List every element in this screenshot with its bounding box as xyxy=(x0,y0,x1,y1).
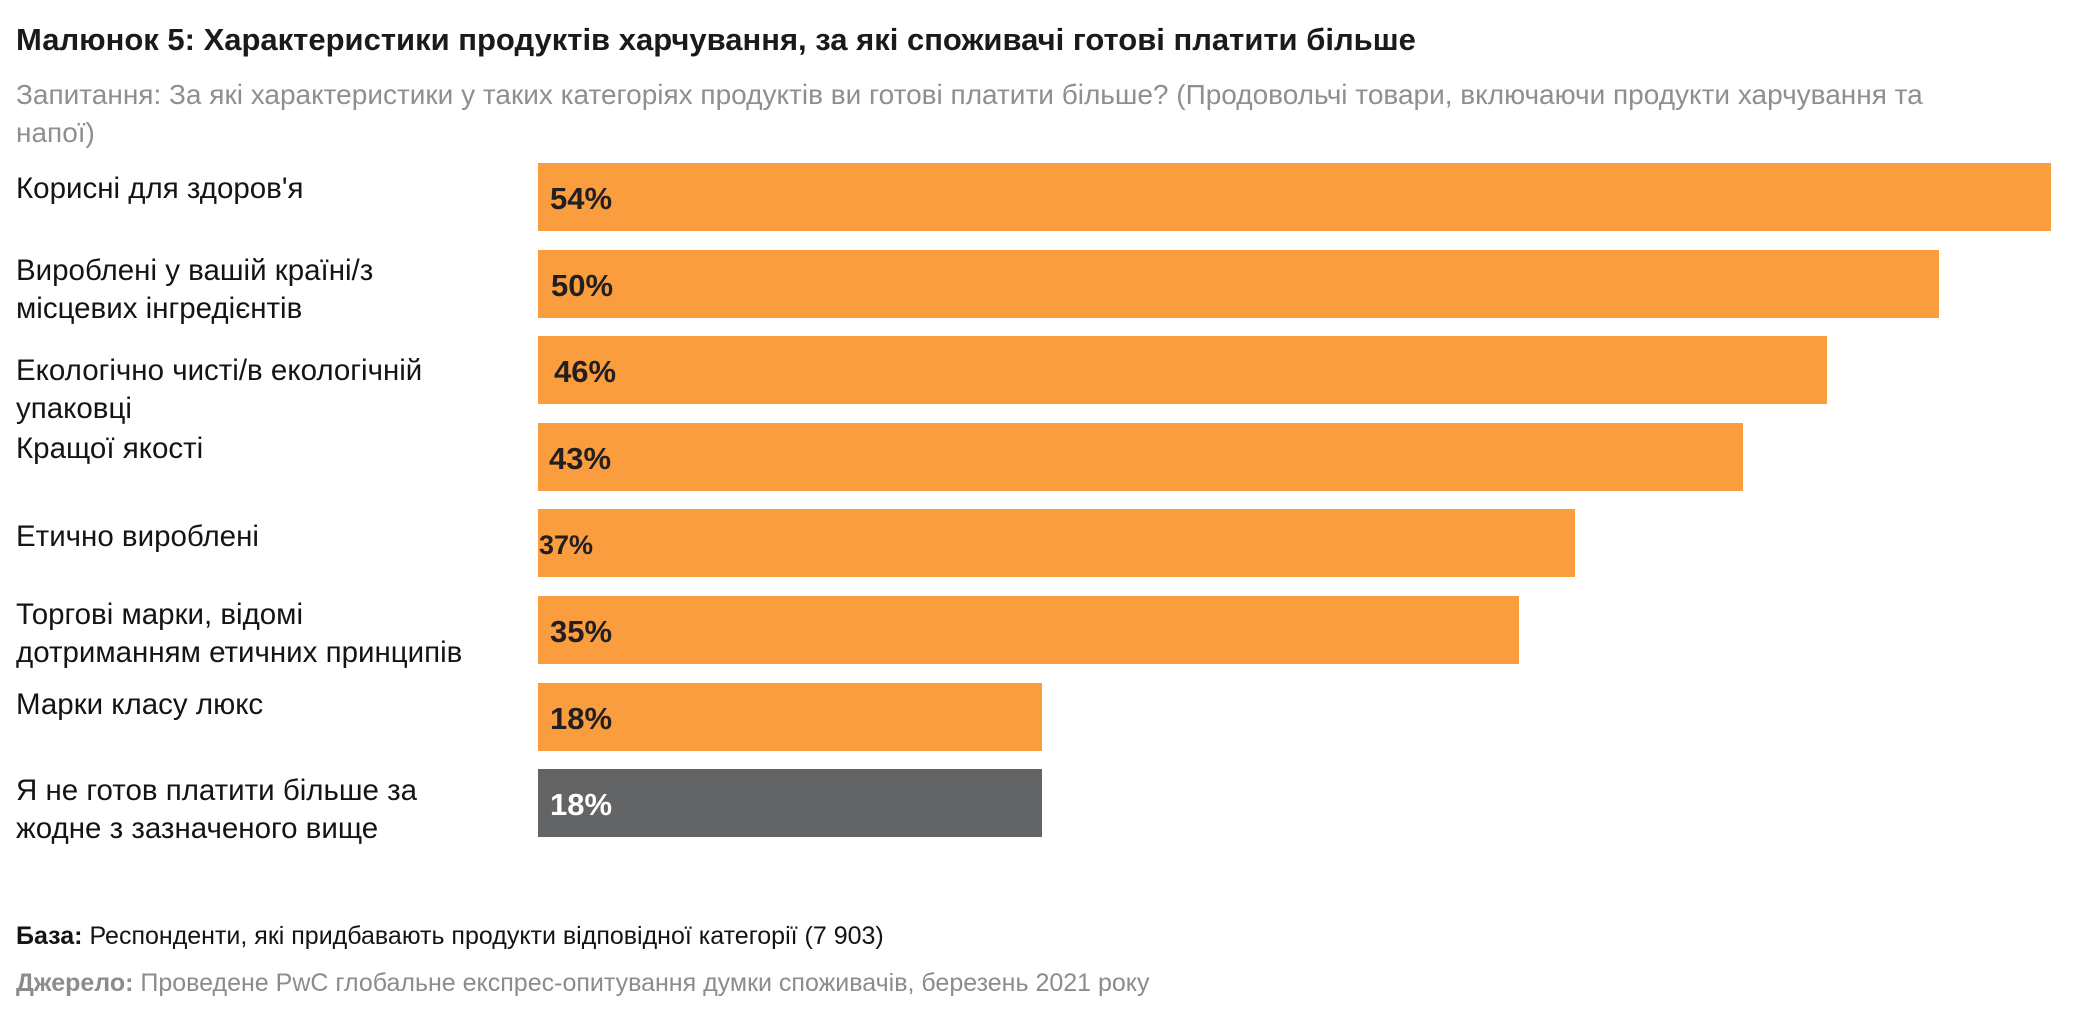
category-label: Екологічно чисті/в екологічній упаковці xyxy=(16,352,422,428)
bar xyxy=(538,596,1519,664)
bar xyxy=(538,509,1575,577)
footer-source-key: Джерело: xyxy=(16,969,134,997)
bar-value-label: 50% xyxy=(551,268,614,303)
bar xyxy=(538,423,1743,491)
category-label-line: Кращої якості xyxy=(16,432,204,465)
bar xyxy=(538,683,1042,751)
bar-value-label: 37% xyxy=(539,530,594,560)
bar xyxy=(538,163,2051,231)
bar-value-label: 18% xyxy=(550,787,613,822)
bar xyxy=(538,336,1827,404)
category-label: Кращої якості xyxy=(16,430,203,468)
category-label-line: Вироблені у вашій країні/з xyxy=(16,254,374,287)
category-label-line: Я не готов платити більше за xyxy=(16,774,418,807)
category-label-line: Торгові марки, відомі xyxy=(16,598,304,631)
category-label-line: Корисні для здоров'я xyxy=(16,172,304,205)
category-label-line: Екологічно чисті/в екологічній xyxy=(16,354,423,387)
bar-value-label: 35% xyxy=(550,614,613,649)
category-label-line: жодне з зазначеного вище xyxy=(16,812,379,845)
category-label-line: місцевих інгредієнтів xyxy=(16,292,303,325)
chart-subtitle: Запитання: За які характеристики у таких… xyxy=(16,79,1923,148)
category-label: Марки класу люкс xyxy=(16,686,263,724)
footer-source: Джерело: Проведене PwC глобальне експрес… xyxy=(16,968,1150,998)
bar xyxy=(538,250,1939,318)
footer-base-text: Респонденти, які придбавають продукти ві… xyxy=(82,922,884,950)
category-label: Я не готов платити більше за жодне з зазн… xyxy=(16,772,417,848)
chart-title: Малюнок 5: Характеристики продуктів харч… xyxy=(16,22,1416,57)
category-label: Торгові марки, відомі дотриманням етичних… xyxy=(16,596,462,672)
footer-source-text: Проведене PwC глобальне експрес-опитуван… xyxy=(133,969,1150,997)
bar-value-label: 18% xyxy=(550,701,613,736)
category-label-line: Етично вироблені xyxy=(16,520,259,553)
category-label: Етично вироблені xyxy=(16,518,259,556)
footer-base-key: База: xyxy=(16,922,83,950)
category-label-line: упаковці xyxy=(16,392,132,425)
footer-base: База: Респонденти, які придбавають проду… xyxy=(16,921,884,951)
category-label: Вироблені у вашій країні/з місцевих інгре… xyxy=(16,252,373,328)
category-label: Корисні для здоров'я xyxy=(16,170,303,208)
bar-highlight xyxy=(538,769,1042,837)
bar-value-label: 46% xyxy=(554,354,617,389)
bar-value-label: 54% xyxy=(550,181,613,216)
category-label-line: дотриманням етичних принципів xyxy=(16,636,463,669)
bar-value-label: 43% xyxy=(549,441,612,476)
category-label-line: Марки класу люкс xyxy=(16,688,264,721)
